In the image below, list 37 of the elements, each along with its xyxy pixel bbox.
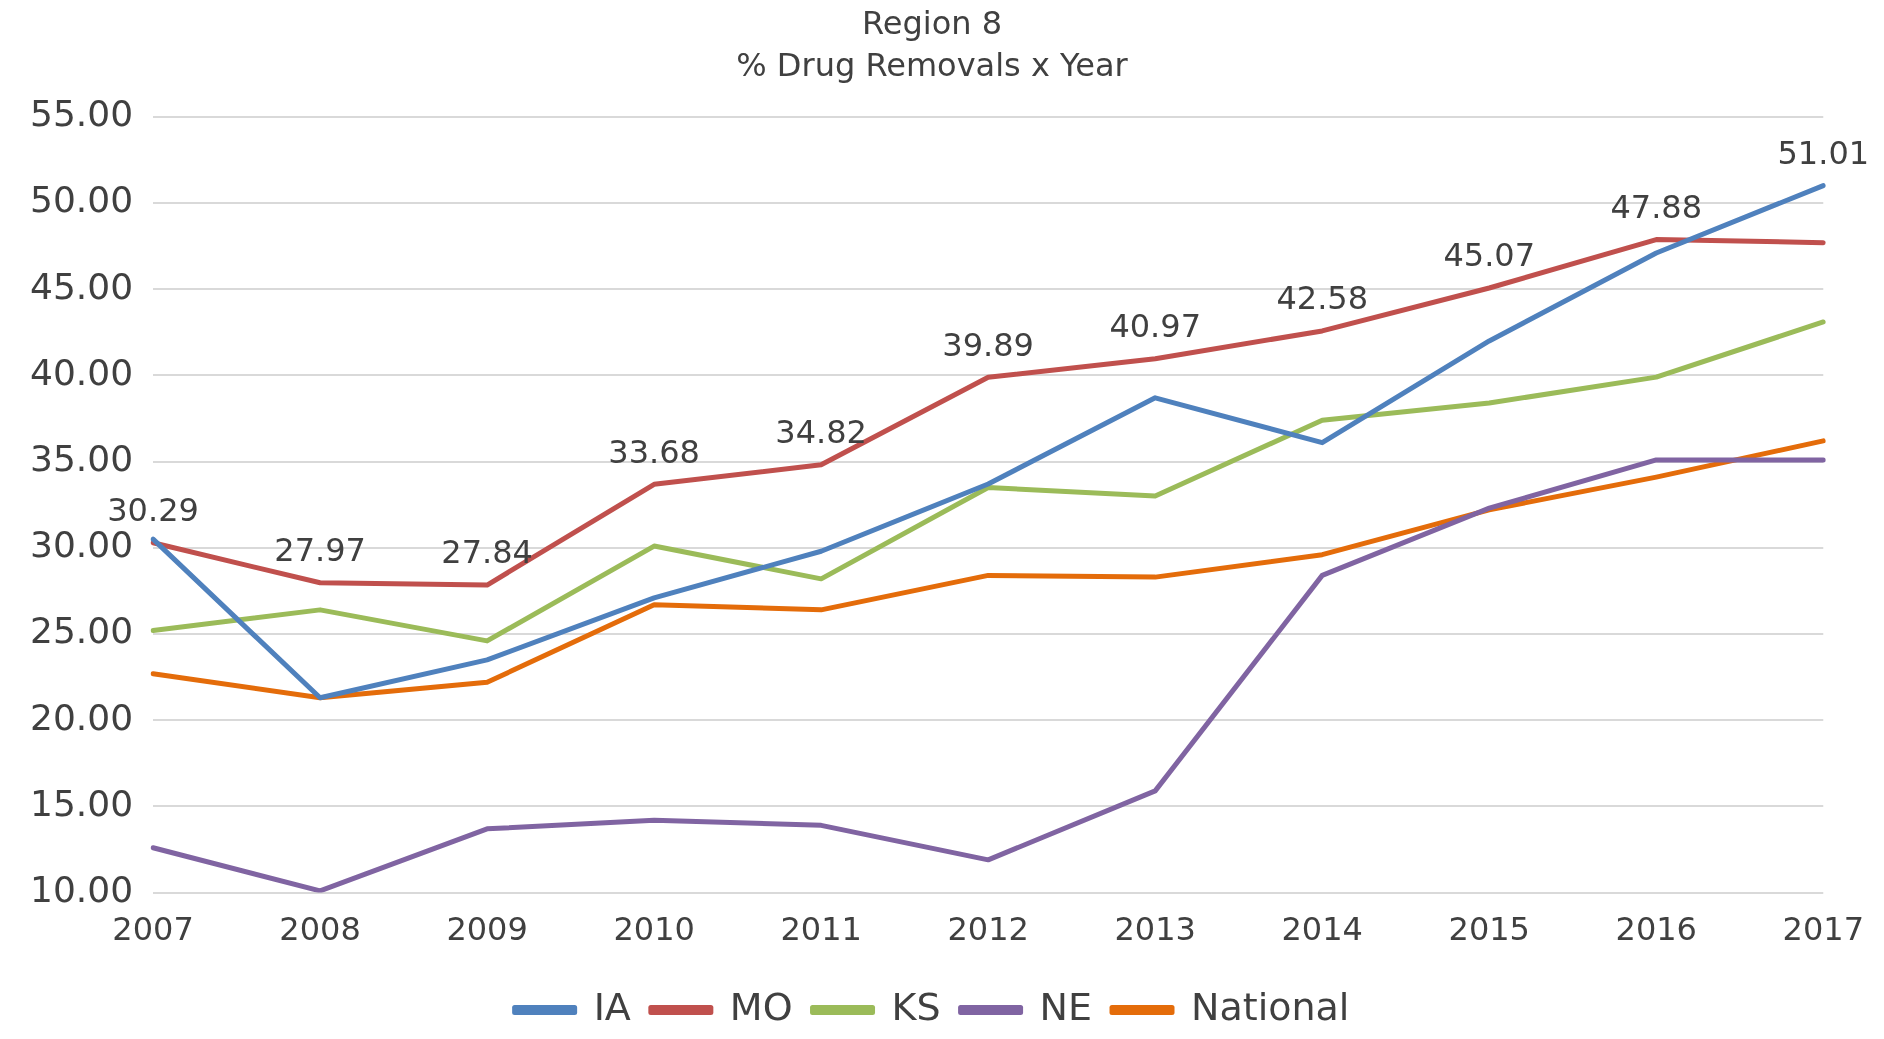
data-label: 27.84 [441,533,533,572]
y-tick-label: 40.00 [30,351,134,393]
x-tick-label: 2015 [1448,910,1530,949]
legend-label: National [1191,984,1350,1029]
y-tick-label: 10.00 [30,868,134,910]
legend-label: NE [1039,984,1093,1029]
y-tick-label: 20.00 [30,696,134,738]
legend-label: IA [593,984,631,1029]
x-tick-label: 2007 [112,910,194,949]
y-tick-label: 35.00 [30,437,134,479]
x-tick-label: 2017 [1782,910,1864,949]
data-label: 42.58 [1276,279,1369,318]
chart-title: Region 8 [861,3,1003,42]
data-label: 40.97 [1109,306,1201,345]
data-label: 45.07 [1443,236,1536,275]
y-tick-label: 25.00 [30,610,134,652]
data-label: 33.68 [608,432,700,471]
y-tick-label: 45.00 [30,265,134,307]
x-tick-label: 2014 [1281,910,1363,949]
y-tick-label: 15.00 [30,782,134,824]
data-label: 47.88 [1610,187,1703,226]
x-tick-label: 2009 [446,910,528,949]
x-tick-label: 2010 [613,910,695,949]
data-label: 39.89 [942,325,1034,364]
legend-label: MO [729,984,793,1029]
data-label: 27.97 [274,531,366,570]
x-tick-label: 2008 [279,910,361,949]
legend-label: KS [891,984,941,1029]
chart-subtitle: % Drug Removals x Year [736,45,1129,84]
x-tick-label: 2011 [780,910,862,949]
x-tick-label: 2016 [1615,910,1697,949]
data-label: 51.01 [1777,133,1870,172]
data-label: 34.82 [775,413,867,452]
x-tick-label: 2013 [1114,910,1196,949]
y-tick-label: 55.00 [30,93,134,135]
y-tick-label: 50.00 [30,179,134,221]
x-tick-label: 2012 [947,910,1029,949]
